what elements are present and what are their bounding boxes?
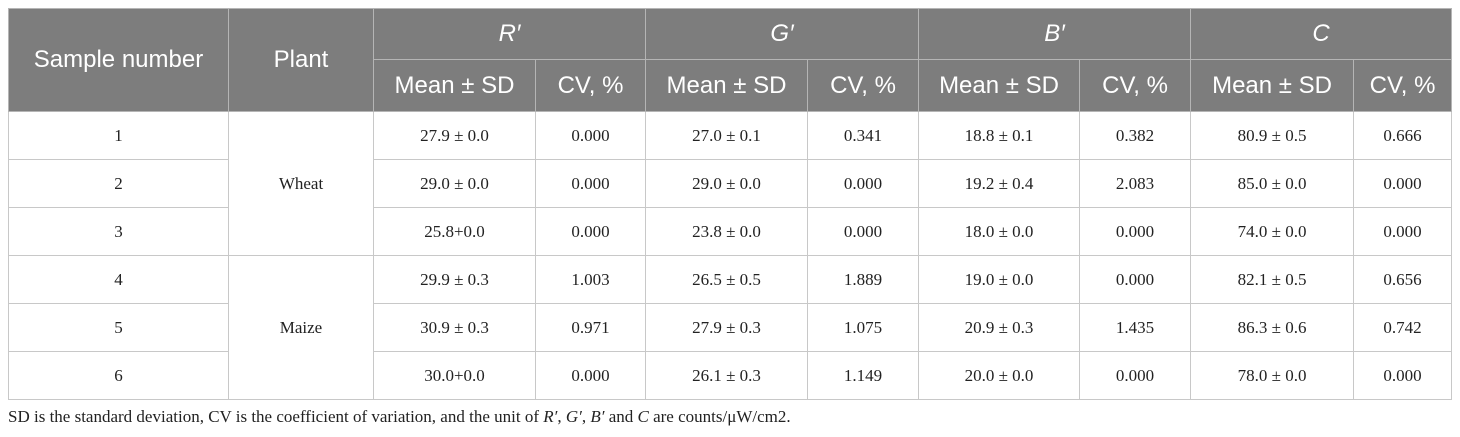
table-row: 6 30.0+0.0 0.000 26.1 ± 0.3 1.149 20.0 ±…	[8, 351, 1453, 400]
cell-c-cv: 0.742	[1353, 303, 1453, 352]
header-group-c: C	[1190, 8, 1453, 60]
cell-b-mean: 18.0 ± 0.0	[918, 207, 1081, 256]
header-plant: Plant	[228, 8, 374, 112]
table-row: 2 29.0 ± 0.0 0.000 29.0 ± 0.0 0.000 19.2…	[8, 159, 1453, 208]
header-c-mean: Mean ± SD	[1190, 59, 1355, 112]
cell-b-cv: 0.000	[1079, 207, 1192, 256]
header-b-mean: Mean ± SD	[918, 59, 1081, 112]
cell-c-cv: 0.000	[1353, 351, 1453, 400]
cell-sample: 1	[8, 111, 229, 160]
cell-b-mean: 20.9 ± 0.3	[918, 303, 1081, 352]
cell-b-mean: 18.8 ± 0.1	[918, 111, 1081, 160]
cell-plant-wheat: Wheat	[228, 111, 374, 256]
header-group-b: B′	[918, 8, 1192, 60]
cell-b-cv: 0.000	[1079, 351, 1192, 400]
footnote-b: B′	[590, 407, 605, 426]
table-footnote: SD is the standard deviation, CV is the …	[8, 407, 791, 427]
cell-r-cv: 0.000	[535, 111, 646, 160]
cell-r-mean: 25.8+0.0	[373, 207, 536, 256]
cell-c-mean: 80.9 ± 0.5	[1190, 111, 1355, 160]
cell-c-cv: 0.000	[1353, 207, 1453, 256]
cell-r-cv: 0.000	[535, 207, 646, 256]
header-g-cv: CV, %	[806, 59, 920, 112]
cell-g-cv: 1.075	[806, 303, 920, 352]
footnote-text-1: SD is the standard deviation, CV is the …	[8, 407, 544, 426]
cell-b-cv: 2.083	[1079, 159, 1192, 208]
footnote-c: C	[637, 407, 649, 426]
cell-c-cv: 0.666	[1353, 111, 1453, 160]
cell-c-cv: 0.000	[1353, 159, 1453, 208]
header-g-mean: Mean ± SD	[645, 59, 808, 112]
footnote-sep-2: ,	[581, 407, 591, 426]
cell-r-mean: 29.9 ± 0.3	[373, 255, 536, 304]
cell-r-mean: 30.9 ± 0.3	[373, 303, 536, 352]
cell-r-cv: 0.971	[535, 303, 646, 352]
footnote-sep-3: and	[604, 407, 638, 426]
cell-sample: 5	[8, 303, 229, 352]
header-r-cv: CV, %	[535, 59, 646, 112]
cell-g-cv: 0.341	[806, 111, 920, 160]
cell-c-mean: 74.0 ± 0.0	[1190, 207, 1355, 256]
cell-c-mean: 86.3 ± 0.6	[1190, 303, 1355, 352]
cell-c-mean: 78.0 ± 0.0	[1190, 351, 1355, 400]
cell-g-mean: 26.1 ± 0.3	[645, 351, 808, 400]
cell-g-cv: 1.889	[806, 255, 920, 304]
cell-g-mean: 26.5 ± 0.5	[645, 255, 808, 304]
cell-c-cv: 0.656	[1353, 255, 1453, 304]
cell-r-mean: 30.0+0.0	[373, 351, 536, 400]
cell-g-mean: 27.0 ± 0.1	[645, 111, 808, 160]
footnote-g: G′	[565, 407, 582, 426]
footnote-r: R′	[543, 407, 558, 426]
cell-r-cv: 0.000	[535, 351, 646, 400]
cell-b-mean: 20.0 ± 0.0	[918, 351, 1081, 400]
cell-plant-maize: Maize	[228, 255, 374, 400]
table-body: 1 Wheat 27.9 ± 0.0 0.000 27.0 ± 0.1 0.34…	[8, 111, 1453, 400]
table-row: 3 25.8+0.0 0.000 23.8 ± 0.0 0.000 18.0 ±…	[8, 207, 1453, 256]
header-r-mean: Mean ± SD	[373, 59, 536, 112]
header-b-cv: CV, %	[1079, 59, 1192, 112]
cell-g-cv: 0.000	[806, 159, 920, 208]
cell-b-cv: 1.435	[1079, 303, 1192, 352]
table-header: Sample number Plant R′ G′ B′ C Mean ± SD…	[8, 8, 1453, 112]
header-group-r: R′	[373, 8, 646, 60]
cell-r-mean: 29.0 ± 0.0	[373, 159, 536, 208]
cell-g-mean: 27.9 ± 0.3	[645, 303, 808, 352]
cell-b-mean: 19.0 ± 0.0	[918, 255, 1081, 304]
cell-g-cv: 0.000	[806, 207, 920, 256]
header-sample-number: Sample number	[8, 8, 229, 112]
cell-sample: 6	[8, 351, 229, 400]
cell-c-mean: 85.0 ± 0.0	[1190, 159, 1355, 208]
table-row: 4 Maize 29.9 ± 0.3 1.003 26.5 ± 0.5 1.88…	[8, 255, 1453, 400]
cell-r-mean: 27.9 ± 0.0	[373, 111, 536, 160]
data-table-container: Sample number Plant R′ G′ B′ C Mean ± SD…	[8, 8, 1453, 400]
cell-sample: 3	[8, 207, 229, 256]
header-c-cv: CV, %	[1353, 59, 1453, 112]
cell-r-cv: 0.000	[535, 159, 646, 208]
table-row: 1 Wheat 27.9 ± 0.0 0.000 27.0 ± 0.1 0.34…	[8, 111, 1453, 256]
cell-g-mean: 29.0 ± 0.0	[645, 159, 808, 208]
cell-r-cv: 1.003	[535, 255, 646, 304]
header-group-g: G′	[644, 8, 920, 60]
data-table: Sample number Plant R′ G′ B′ C Mean ± SD…	[8, 8, 1453, 400]
cell-g-mean: 23.8 ± 0.0	[645, 207, 808, 256]
footnote-sep-1: ,	[557, 407, 566, 426]
cell-b-cv: 0.382	[1079, 111, 1192, 160]
cell-g-cv: 1.149	[806, 351, 920, 400]
cell-sample: 2	[8, 159, 229, 208]
table-row: 5 30.9 ± 0.3 0.971 27.9 ± 0.3 1.075 20.9…	[8, 303, 1453, 352]
cell-c-mean: 82.1 ± 0.5	[1190, 255, 1355, 304]
footnote-text-2: are counts/μW/cm2.	[648, 407, 791, 426]
cell-b-mean: 19.2 ± 0.4	[918, 159, 1081, 208]
cell-b-cv: 0.000	[1079, 255, 1192, 304]
cell-sample: 4	[8, 255, 229, 304]
